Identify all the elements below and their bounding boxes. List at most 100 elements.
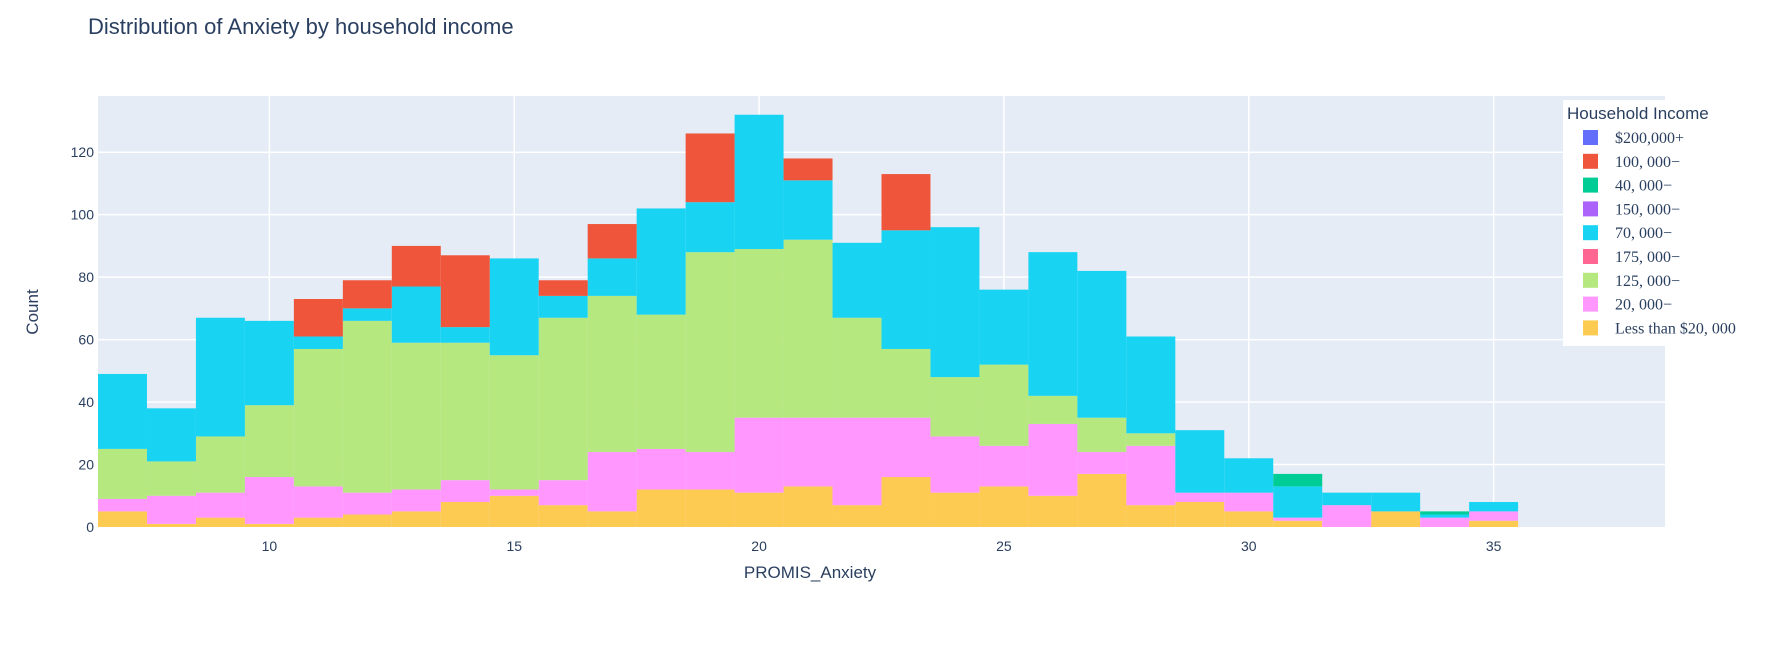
histogram-bar[interactable] xyxy=(685,452,735,490)
histogram-bar[interactable] xyxy=(685,252,735,453)
histogram-bar[interactable] xyxy=(832,317,882,418)
histogram-bar[interactable] xyxy=(98,448,147,499)
histogram-bar[interactable] xyxy=(636,208,686,315)
histogram-bar[interactable] xyxy=(1420,514,1470,518)
histogram-bar[interactable] xyxy=(1126,445,1176,506)
histogram-bar[interactable] xyxy=(1028,395,1078,424)
histogram-bar[interactable] xyxy=(1126,336,1176,434)
histogram-bar[interactable] xyxy=(195,517,245,527)
histogram-bar[interactable] xyxy=(1420,517,1470,527)
histogram-bar[interactable] xyxy=(1224,511,1274,527)
legend-swatch[interactable] xyxy=(1583,201,1598,217)
histogram-bar[interactable] xyxy=(1077,270,1127,418)
histogram-bar[interactable] xyxy=(734,417,784,493)
histogram-bar[interactable] xyxy=(489,355,539,490)
histogram-bar[interactable] xyxy=(391,489,441,512)
legend-swatch[interactable] xyxy=(1583,272,1598,288)
histogram-bar[interactable] xyxy=(146,523,196,527)
histogram-bar[interactable] xyxy=(979,445,1029,487)
histogram-bar[interactable] xyxy=(783,486,833,527)
histogram-bar[interactable] xyxy=(881,230,931,349)
histogram-bar[interactable] xyxy=(1175,492,1225,503)
histogram-bar[interactable] xyxy=(293,486,343,518)
histogram-bar[interactable] xyxy=(783,180,833,240)
legend-item-label[interactable]: 150, 000− xyxy=(1615,201,1680,218)
histogram-bar[interactable] xyxy=(685,133,735,203)
histogram-bar[interactable] xyxy=(930,492,980,527)
histogram-bar[interactable] xyxy=(1126,433,1176,446)
histogram-bar[interactable] xyxy=(587,511,637,527)
histogram-bar[interactable] xyxy=(538,505,588,527)
histogram-bar[interactable] xyxy=(930,377,980,437)
histogram-bar[interactable] xyxy=(538,280,588,296)
histogram-bar[interactable] xyxy=(1126,505,1176,527)
legend-item-label[interactable]: 100, 000− xyxy=(1615,154,1680,171)
histogram-bar[interactable] xyxy=(538,317,588,481)
histogram-bar[interactable] xyxy=(1028,495,1078,527)
histogram-bar[interactable] xyxy=(342,280,392,309)
legend-swatch[interactable] xyxy=(1583,249,1598,264)
histogram-bar[interactable] xyxy=(685,202,735,253)
histogram-bar[interactable] xyxy=(1469,502,1519,512)
histogram-bar[interactable] xyxy=(146,461,196,496)
histogram-bar[interactable] xyxy=(1224,458,1274,493)
legend-swatch[interactable] xyxy=(1583,153,1598,169)
histogram-bar[interactable] xyxy=(881,417,931,478)
histogram-bar[interactable] xyxy=(293,336,343,349)
histogram-bar[interactable] xyxy=(342,514,392,527)
histogram-bar[interactable] xyxy=(244,477,294,524)
histogram-bar[interactable] xyxy=(195,317,245,437)
histogram-bar[interactable] xyxy=(391,286,441,343)
histogram-bar[interactable] xyxy=(146,495,196,524)
histogram-bar[interactable] xyxy=(636,314,686,449)
histogram-bar[interactable] xyxy=(244,523,294,527)
histogram-bar[interactable] xyxy=(636,448,686,490)
histogram-bar[interactable] xyxy=(930,436,980,493)
histogram-bar[interactable] xyxy=(734,492,784,527)
histogram-bar[interactable] xyxy=(98,511,147,527)
histogram-bar[interactable] xyxy=(195,492,245,518)
histogram-bar[interactable] xyxy=(832,505,882,527)
histogram-bar[interactable] xyxy=(930,227,980,378)
histogram-bar[interactable] xyxy=(293,348,343,487)
histogram-bar[interactable] xyxy=(440,480,490,503)
legend-item-label[interactable]: 70, 000− xyxy=(1615,225,1672,242)
histogram-bar[interactable] xyxy=(636,489,686,527)
legend-swatch[interactable] xyxy=(1583,225,1598,241)
histogram-bar[interactable] xyxy=(587,258,637,296)
legend-swatch[interactable] xyxy=(1583,296,1598,312)
histogram-bar[interactable] xyxy=(293,517,343,527)
histogram-bar[interactable] xyxy=(1028,423,1078,496)
histogram-bar[interactable] xyxy=(783,239,833,418)
histogram-bar[interactable] xyxy=(587,295,637,453)
histogram-bar[interactable] xyxy=(1322,505,1372,527)
histogram-bar[interactable] xyxy=(440,327,490,343)
legend-swatch[interactable] xyxy=(1583,177,1598,193)
histogram-bar[interactable] xyxy=(881,348,931,418)
legend-swatch[interactable] xyxy=(1583,320,1598,336)
histogram-bar[interactable] xyxy=(538,480,588,506)
legend-item-label[interactable]: 125, 000− xyxy=(1615,273,1680,290)
histogram-bar[interactable] xyxy=(832,417,882,506)
histogram-bar[interactable] xyxy=(979,289,1029,365)
histogram-bar[interactable] xyxy=(979,486,1029,527)
legend-item-label[interactable]: 20, 000− xyxy=(1615,297,1672,314)
histogram-bar[interactable] xyxy=(1077,417,1127,453)
histogram-bar[interactable] xyxy=(979,364,1029,446)
histogram-bar[interactable] xyxy=(1077,452,1127,474)
histogram-bar[interactable] xyxy=(1469,511,1519,521)
legend-item-label[interactable]: 175, 000− xyxy=(1615,249,1680,266)
histogram-bar[interactable] xyxy=(1273,473,1323,487)
legend[interactable]: Household Income $200,000+ 100, 000− 40, 0… xyxy=(1563,100,1767,346)
histogram-bar[interactable] xyxy=(1224,492,1274,512)
histogram-bar[interactable] xyxy=(783,158,833,181)
histogram-bar[interactable] xyxy=(587,224,637,259)
histogram-bar[interactable] xyxy=(1322,492,1372,506)
legend-swatch[interactable] xyxy=(1583,130,1598,145)
histogram-bar[interactable] xyxy=(98,498,147,512)
legend-item-label[interactable]: 40, 000− xyxy=(1615,178,1672,195)
histogram-bar[interactable] xyxy=(1273,486,1323,518)
histogram-bar[interactable] xyxy=(98,373,147,449)
histogram-bar[interactable] xyxy=(783,417,833,487)
histogram-bar[interactable] xyxy=(293,299,343,337)
